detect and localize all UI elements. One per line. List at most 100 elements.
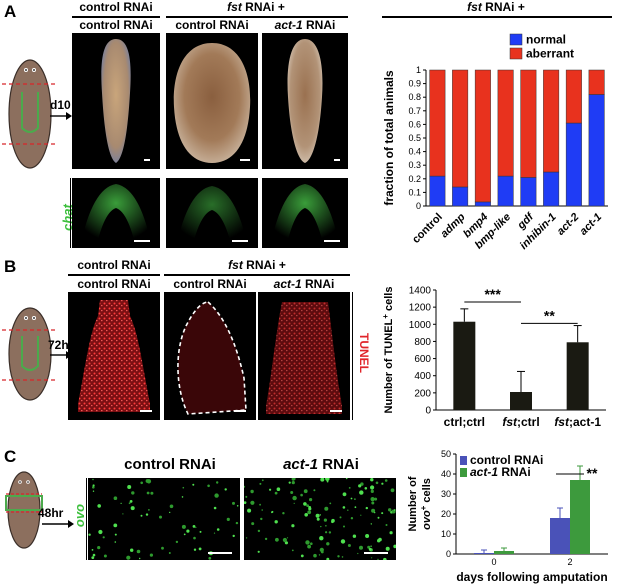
ovo-cell-dot	[139, 557, 141, 560]
ovo-cell-dot	[328, 531, 332, 534]
ovo-cell-dot	[169, 504, 174, 509]
ovo-cell-dot	[348, 487, 351, 489]
panel-a-label: A	[4, 2, 17, 21]
ovo-cell-dot	[320, 478, 325, 482]
ovo-cell-dot	[182, 486, 185, 489]
ovo-cell-dot	[347, 544, 351, 547]
panel-c-col2-label: act-1 RNAi	[283, 456, 359, 473]
ovo-cell-dot	[300, 493, 303, 497]
panel-c-ovo-control	[88, 478, 240, 560]
chart-c-y-tick-label: 20	[441, 509, 451, 519]
ovo-cell-dot	[291, 549, 294, 552]
panel-a-stain-rule	[70, 178, 71, 248]
panel-b-col3-label: act-1 RNAi	[273, 277, 335, 291]
chart-b-sig-label: ***	[484, 286, 501, 302]
chart-b-y-tick-label: 600	[414, 354, 431, 365]
ovo-cell-dot	[98, 529, 103, 535]
panel-c-label: C	[4, 447, 17, 466]
ovo-cell-dot	[247, 508, 252, 513]
chart-c-bar	[550, 518, 570, 554]
panel-b-header-mid: fst RNAi +	[228, 258, 286, 272]
ovo-cell-dot	[257, 529, 261, 533]
chart-c-y-title-line2: ovo+ cells	[419, 478, 433, 530]
chart-a-bar-aberrant	[520, 69, 537, 178]
chart-b-x-label: fst;ctrl	[502, 415, 539, 429]
ovo-cell-dot	[250, 500, 255, 505]
ovo-cell-dot	[324, 506, 329, 511]
ovo-cell-dot	[347, 509, 349, 511]
chart-a-x-label: control	[410, 211, 445, 246]
ovo-cell-dot	[259, 503, 261, 506]
chart-c-x-tick-label: 0	[491, 557, 496, 567]
ovo-cell-dot	[259, 482, 262, 485]
ovo-cell-dot	[325, 478, 330, 481]
ovo-cell-dot	[320, 550, 324, 554]
ovo-cell-dot	[381, 512, 384, 515]
ovo-cell-dot	[303, 489, 308, 494]
ovo-cell-dot	[92, 484, 95, 487]
ovo-cell-dot	[261, 509, 263, 511]
ovo-cell-dot	[345, 478, 348, 480]
panel-c-ovo-act1	[244, 478, 396, 560]
chart-a-bar-aberrant	[452, 69, 469, 188]
panel-b-stain-label: TUNEL	[357, 333, 371, 373]
ovo-cell-dot	[92, 486, 95, 489]
ovo-cell-dot	[92, 478, 94, 481]
ovo-cell-dot	[232, 534, 235, 538]
ovo-cell-dot	[316, 517, 320, 521]
chart-b-sig-label: **	[544, 307, 555, 323]
chart-a-y-tick-label: 0.6	[408, 119, 421, 129]
ovo-cell-dot	[371, 508, 376, 513]
ovo-cell-dot	[293, 502, 295, 504]
panel-a-time-label: d10	[50, 98, 71, 112]
chart-a-legend-swatch	[509, 47, 523, 60]
chart-b-y-tick-label: 400	[414, 371, 431, 382]
ovo-cell-dot	[208, 556, 212, 560]
ovo-cell-dot	[113, 523, 118, 528]
chart-c-bar	[494, 551, 514, 554]
ovo-cell-dot	[226, 517, 230, 521]
ovo-cell-dot	[393, 509, 396, 511]
chart-a-x-label: act-2	[555, 211, 582, 238]
ovo-cell-dot	[318, 554, 321, 556]
panel-a-header-left-rule	[72, 16, 160, 18]
chart-c-y-tick-label: 40	[441, 469, 451, 479]
ovo-cell-dot	[359, 490, 364, 495]
ovo-cell-dot	[88, 533, 91, 536]
panel-b-label: B	[4, 257, 17, 276]
ovo-cell-dot	[350, 517, 354, 520]
panel-a-chart-header: fst RNAi +	[467, 0, 525, 14]
ovo-cell-dot	[326, 480, 329, 483]
panel-c-stain-label: ovo	[72, 503, 88, 528]
ovo-cell-dot	[159, 515, 162, 519]
ovo-cell-dot	[216, 481, 219, 484]
ovo-cell-dot	[308, 506, 312, 509]
ovo-cell-dot	[148, 509, 150, 511]
chart-b-y-title: Number of TUNEL+ cells	[381, 287, 395, 414]
ovo-cell-dot	[352, 534, 357, 538]
chart-a-bar-normal	[565, 122, 582, 207]
chart-b-tunel-bar: 0 200 400 600 800 1000 1200 1400 ctrl;ctrl fst;ct…	[381, 286, 606, 429]
chart-c-y-tick-label: 10	[441, 529, 451, 539]
ovo-cell-dot	[195, 526, 197, 529]
ovo-cell-dot	[291, 481, 295, 485]
panel-a-col3-label: act-1 RNAi	[274, 18, 336, 32]
ovo-cell-dot	[274, 491, 278, 495]
panel-a-chart-header-rule	[382, 16, 612, 18]
ovo-cell-dot	[275, 537, 279, 542]
ovo-cell-dot	[140, 514, 143, 517]
ovo-cell-dot	[91, 549, 94, 551]
ovo-cell-dot	[284, 541, 288, 545]
chart-b-x-label: ctrl;ctrl	[444, 415, 485, 429]
chart-c-legend-label: act-1 RNAi	[470, 465, 531, 479]
ovo-cell-dot	[359, 545, 363, 550]
ovo-cell-dot	[360, 514, 362, 516]
chart-a-x-label: act-1	[578, 211, 605, 238]
chart-c-y-title-line1: Number of	[407, 476, 419, 531]
panel-c-col1-label: control RNAi	[124, 456, 216, 473]
panel-a-photo-fst-control	[166, 33, 258, 169]
chart-a-y-tick-label: 0.8	[408, 92, 421, 102]
ovo-cell-dot	[282, 537, 287, 543]
ovo-cell-dot	[292, 495, 297, 501]
ovo-cell-dot	[371, 557, 373, 559]
